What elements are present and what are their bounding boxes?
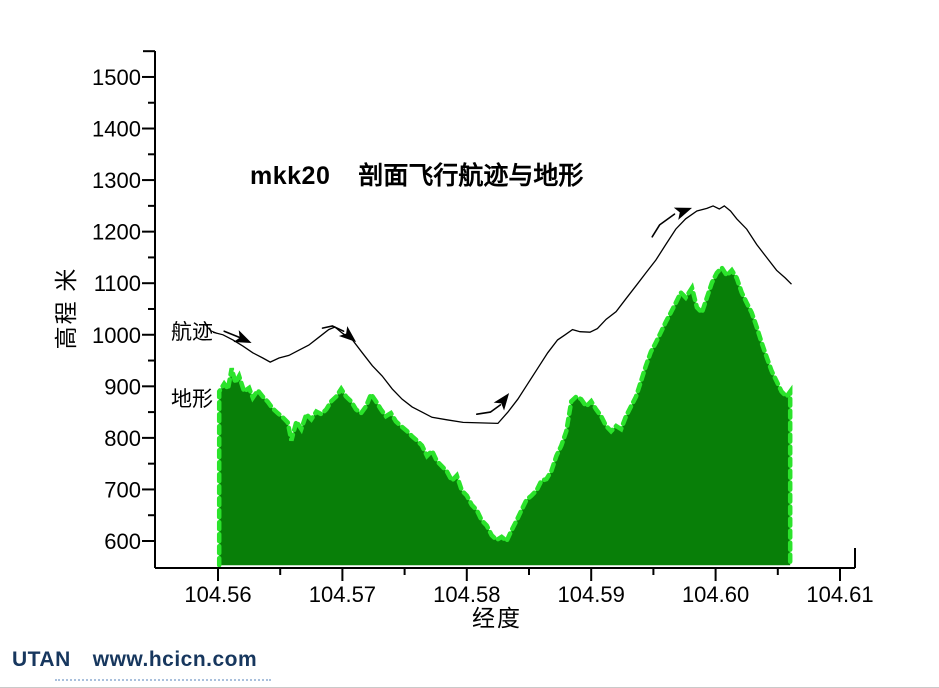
y-tick-label: 1100	[94, 271, 141, 296]
track-arrowhead-icon	[233, 330, 252, 343]
y-tick-label: 1200	[92, 220, 141, 245]
y-tick-label: 600	[104, 529, 141, 554]
y-tick-label: 1500	[92, 65, 141, 90]
track-arrowhead-icon	[338, 326, 357, 342]
track-arrow-tail	[321, 325, 345, 333]
track-arrows	[223, 207, 692, 416]
x-tick-label: 104.58	[433, 582, 500, 607]
x-tick-label: 104.60	[682, 582, 749, 607]
track-arrow-tail	[651, 213, 676, 238]
x-tick-label: 104.57	[309, 582, 376, 607]
track-series	[205, 205, 792, 425]
y-tick-label: 800	[104, 426, 141, 451]
chart-title: mkk20 剖面飞行航迹与地形	[250, 156, 583, 192]
terrain-series	[216, 264, 793, 568]
axes	[142, 50, 856, 581]
y-tick-label: 1400	[92, 117, 141, 142]
y-tick-label: 1000	[92, 323, 141, 348]
tick-labels: 104.56 104.57 104.58 104.59 104.60 104.61 600 7…	[92, 65, 874, 607]
watermark-brand: UTAN	[12, 648, 71, 671]
chart-title-text: 剖面飞行航迹与地形	[358, 163, 584, 190]
track-series-label: 航迹	[171, 320, 213, 344]
y-tick-label: 700	[104, 477, 141, 502]
track-arrowhead-icon	[493, 393, 510, 411]
x-tick-label: 104.56	[184, 582, 251, 607]
x-tick-label: 104.61	[806, 582, 873, 607]
track-arrowhead-icon	[673, 207, 692, 220]
track-line	[212, 205, 792, 425]
watermark: UTAN www.hcicn.com	[12, 648, 257, 672]
track-label-leader	[205, 324, 218, 334]
y-axis-title: 高程 米	[54, 266, 79, 350]
watermark-url: www.hcicn.com	[92, 648, 258, 671]
x-tick-label: 104.59	[558, 582, 625, 607]
y-tick-label: 1300	[92, 168, 141, 193]
track-arrow-tail	[475, 404, 502, 416]
chart-title-prefix: mkk20	[250, 162, 331, 190]
terrain-series-label: 地形	[171, 387, 213, 411]
x-axis-title: 经度	[472, 606, 522, 631]
terrain-area	[219, 267, 791, 566]
watermark-underline	[55, 679, 271, 681]
y-tick-label: 900	[104, 374, 141, 399]
terrain-outline	[216, 264, 793, 568]
